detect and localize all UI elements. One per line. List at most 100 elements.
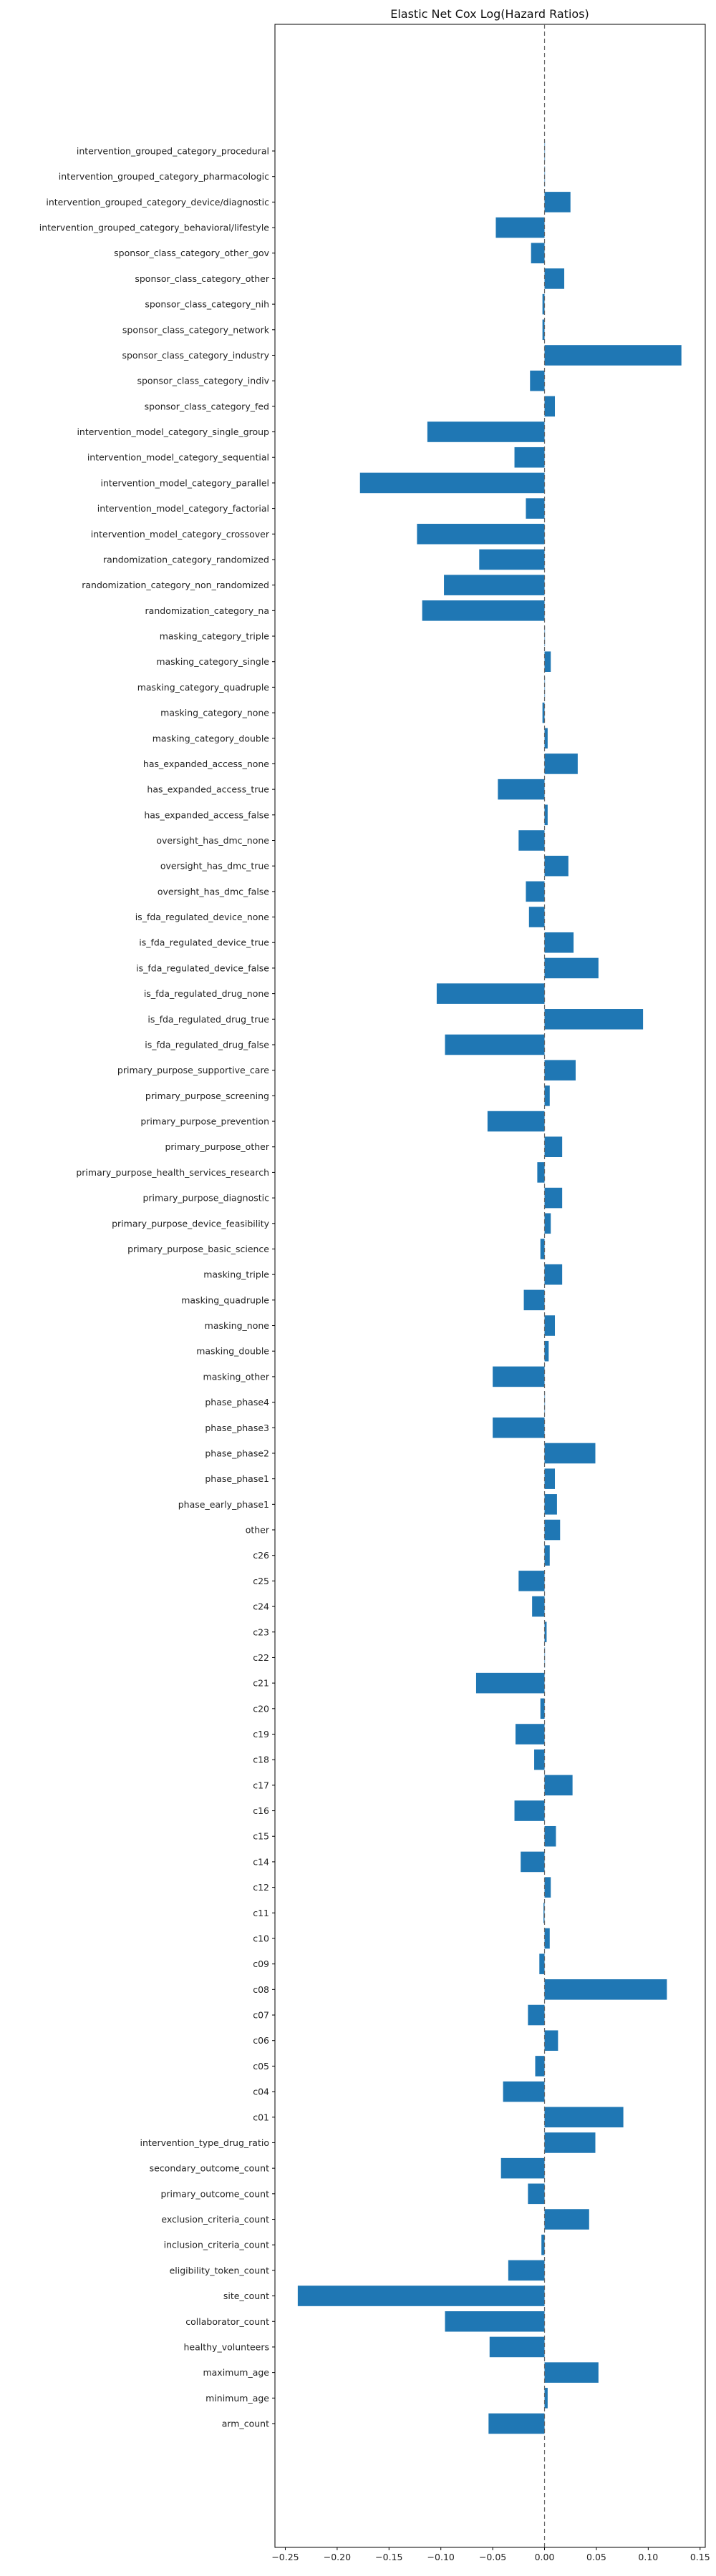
bar-exclusion_criteria_count — [544, 2209, 589, 2230]
bar-c14 — [521, 1851, 545, 1873]
bar-healthy_volunteers — [489, 2336, 545, 2358]
bar-phase_phase3 — [493, 1417, 545, 1438]
category-label: masking_category_none — [160, 708, 269, 718]
bar-c07 — [528, 2004, 545, 2026]
category-label: masking_category_single — [156, 656, 269, 667]
bar-c19 — [515, 1724, 545, 1745]
category-label: c19 — [253, 1729, 269, 1740]
bar-primary_purpose_supportive_care — [544, 1060, 576, 1080]
bar-phase_phase2 — [544, 1443, 596, 1464]
category-label: has_expanded_access_false — [144, 809, 269, 820]
category-label: primary_purpose_diagnostic — [142, 1193, 269, 1204]
bar-c11 — [543, 1903, 545, 1923]
category-label: sponsor_class_category_other — [135, 273, 270, 284]
bar-masking_category_double — [544, 728, 548, 749]
bar-c06 — [544, 2030, 558, 2051]
bar-masking_category_none — [542, 702, 545, 723]
category-label: primary_purpose_other — [165, 1141, 269, 1152]
category-label: has_expanded_access_none — [143, 758, 269, 769]
bar-masking_double — [544, 1340, 549, 1362]
category-label: maximum_age — [203, 2367, 269, 2378]
bar-intervention_grouped_category_device/diagnostic — [544, 192, 571, 213]
bar-masking_category_single — [544, 651, 551, 672]
bar-is_fda_regulated_device_false — [544, 957, 599, 979]
bar-c04 — [503, 2081, 545, 2102]
category-label: randomization_category_randomized — [103, 554, 269, 565]
category-label: is_fda_regulated_drug_true — [147, 1014, 269, 1025]
category-label: c14 — [253, 1856, 269, 1867]
category-label: masking_triple — [203, 1269, 269, 1280]
category-label: c09 — [253, 1958, 269, 1969]
category-label: masking_category_double — [153, 733, 270, 743]
category-label: is_fda_regulated_drug_false — [145, 1039, 269, 1050]
category-label: secondary_outcome_count — [150, 2163, 270, 2174]
bar-c05 — [535, 2056, 545, 2077]
category-label: sponsor_class_category_other_gov — [114, 248, 269, 258]
bar-intervention_grouped_category_procedural — [544, 140, 546, 162]
category-label: inclusion_criteria_count — [164, 2240, 269, 2250]
category-label: c20 — [253, 1703, 269, 1714]
category-label: eligibility_token_count — [170, 2265, 270, 2275]
plot-area-frame — [274, 24, 706, 2548]
category-label: c24 — [253, 1601, 269, 1612]
bar-is_fda_regulated_drug_true — [544, 1009, 644, 1030]
bar-c08 — [544, 1979, 667, 2000]
category-label: intervention_grouped_category_device/dia… — [46, 197, 269, 208]
category-label: masking_category_quadruple — [137, 682, 270, 693]
category-label: randomization_category_na — [145, 605, 269, 616]
category-label: sponsor_class_category_indiv — [137, 376, 269, 386]
bar-oversight_has_dmc_none — [518, 830, 545, 851]
bar-is_fda_regulated_drug_none — [436, 983, 545, 1004]
category-label: c25 — [253, 1576, 269, 1586]
bar-other — [544, 1519, 561, 1541]
category-label: c15 — [253, 1831, 269, 1842]
category-label: c01 — [253, 2112, 269, 2122]
bar-masking_category_quadruple — [544, 677, 546, 698]
category-label: is_fda_regulated_device_true — [139, 937, 269, 948]
bar-sponsor_class_category_nih — [542, 293, 545, 315]
category-label: minimum_age — [205, 2393, 269, 2404]
category-label: sponsor_class_category_fed — [145, 401, 269, 411]
category-label: intervention_grouped_category_behavioral… — [39, 223, 270, 233]
bar-intervention_type_drug_ratio — [544, 2132, 596, 2153]
bar-secondary_outcome_count — [500, 2157, 545, 2179]
category-label: is_fda_regulated_device_false — [136, 962, 269, 973]
category-label: masking_double — [196, 1346, 269, 1357]
category-label: c05 — [253, 2061, 269, 2072]
category-label: primary_purpose_screening — [145, 1091, 269, 1101]
category-label: c07 — [253, 2010, 269, 2021]
category-label: c18 — [253, 1755, 269, 1765]
category-label: other — [246, 1525, 270, 1536]
bar-c21 — [475, 1672, 545, 1694]
category-label: c10 — [253, 1933, 269, 1943]
category-label: c22 — [253, 1652, 269, 1663]
bar-sponsor_class_category_other_gov — [531, 243, 545, 264]
category-label: c23 — [253, 1626, 269, 1637]
category-label: oversight_has_dmc_false — [158, 886, 269, 897]
category-label: phase_phase2 — [205, 1448, 269, 1458]
bar-primary_outcome_count — [528, 2183, 545, 2205]
category-label: c17 — [253, 1780, 269, 1790]
category-label: c26 — [253, 1550, 269, 1561]
category-label: is_fda_regulated_drug_none — [144, 988, 269, 999]
category-label: intervention_grouped_category_pharmacolo… — [59, 171, 269, 182]
category-label: masking_category_triple — [160, 631, 270, 642]
x-tick-label: −0.05 — [479, 2552, 506, 2562]
category-label: primary_purpose_supportive_care — [117, 1065, 269, 1075]
bar-collaborator_count — [445, 2311, 545, 2332]
category-label: phase_early_phase1 — [178, 1499, 269, 1510]
category-label: phase_phase1 — [205, 1473, 269, 1484]
bar-c18 — [534, 1749, 545, 1770]
bar-c20 — [540, 1698, 545, 1719]
chart-title: Elastic Net Cox Log(Hazard Ratios) — [390, 7, 589, 21]
bar-intervention_model_category_sequential — [514, 447, 545, 468]
category-label: primary_purpose_basic_science — [127, 1244, 269, 1254]
category-label: site_count — [223, 2290, 269, 2301]
bar-masking_other — [493, 1366, 545, 1387]
category-label: primary_purpose_health_services_research — [76, 1167, 269, 1178]
category-label: collaborator_count — [185, 2316, 269, 2327]
category-label: randomization_category_non_randomized — [82, 580, 269, 590]
category-label: has_expanded_access_true — [147, 784, 269, 795]
